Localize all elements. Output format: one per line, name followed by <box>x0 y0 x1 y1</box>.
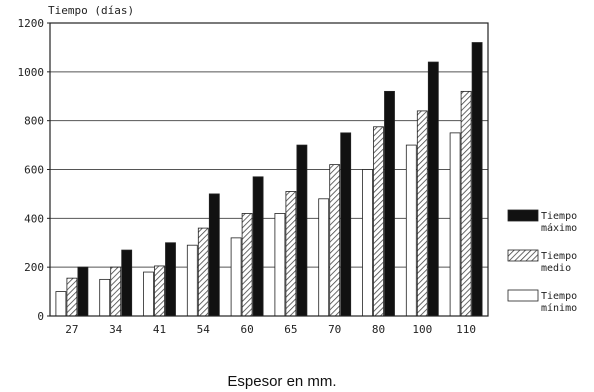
bar <box>55 291 67 317</box>
x-tick-label: 100 <box>412 323 432 336</box>
bar <box>362 169 373 317</box>
bar <box>296 144 308 317</box>
y-tick-labels: 0 200 400 600 800 1000 1200 <box>18 17 50 323</box>
y-tick-label: 0 <box>37 310 44 323</box>
bar <box>329 164 341 317</box>
x-tick-label: 41 <box>153 323 166 336</box>
x-tick-label: 70 <box>328 323 341 336</box>
bar <box>99 278 111 317</box>
bar <box>405 144 417 317</box>
bar <box>197 227 209 317</box>
x-axis-label: Espesor en mm. <box>227 373 336 390</box>
x-tick-label: 80 <box>372 323 385 336</box>
y-axis-label: Tiempo (días) <box>48 4 134 17</box>
y-tick-label: 600 <box>24 164 44 177</box>
bar <box>471 42 483 317</box>
legend-label: Tiempo <box>541 291 577 302</box>
bar <box>318 198 330 317</box>
y-tick-label: 800 <box>24 115 44 128</box>
x-tick-label: 54 <box>197 323 211 336</box>
y-tick-label: 400 <box>24 212 44 225</box>
x-tick-label: 34 <box>109 323 123 336</box>
x-tick-labels: 27 34 41 54 60 65 70 80 100 110 <box>65 323 476 336</box>
bar <box>230 237 242 317</box>
x-tick-label: 110 <box>456 323 476 336</box>
bar <box>121 249 133 317</box>
bar <box>427 61 439 317</box>
bar <box>110 266 122 317</box>
x-tick-label: 60 <box>240 323 253 336</box>
bar <box>143 271 154 317</box>
bar <box>154 265 165 317</box>
bar <box>274 213 286 317</box>
bar <box>460 90 472 317</box>
bar <box>77 266 89 317</box>
bar <box>373 126 384 317</box>
bar <box>186 244 198 317</box>
bar <box>384 90 395 317</box>
legend-swatch <box>507 289 539 302</box>
bar <box>449 132 461 317</box>
y-tick-label: 1000 <box>18 66 45 79</box>
legend-swatch <box>507 249 539 262</box>
bar <box>340 132 352 317</box>
bars <box>55 42 483 317</box>
y-tick-label: 200 <box>24 261 44 274</box>
bar <box>285 191 297 317</box>
bar <box>66 277 78 317</box>
bar <box>252 176 264 317</box>
legend-label: Tiempo <box>541 211 577 222</box>
legend-label: mínimo <box>541 302 577 314</box>
bar <box>241 213 253 317</box>
bar <box>165 242 176 317</box>
y-tick-label: 1200 <box>18 17 45 30</box>
bar <box>208 193 220 317</box>
x-tick-label: 65 <box>284 323 297 336</box>
x-tick-label: 27 <box>65 323 78 336</box>
legend-label: máximo <box>541 222 577 234</box>
legend-label: medio <box>541 263 571 274</box>
bar <box>416 110 428 317</box>
legend-swatch <box>507 209 539 222</box>
legend-label: Tiempo <box>541 251 577 262</box>
